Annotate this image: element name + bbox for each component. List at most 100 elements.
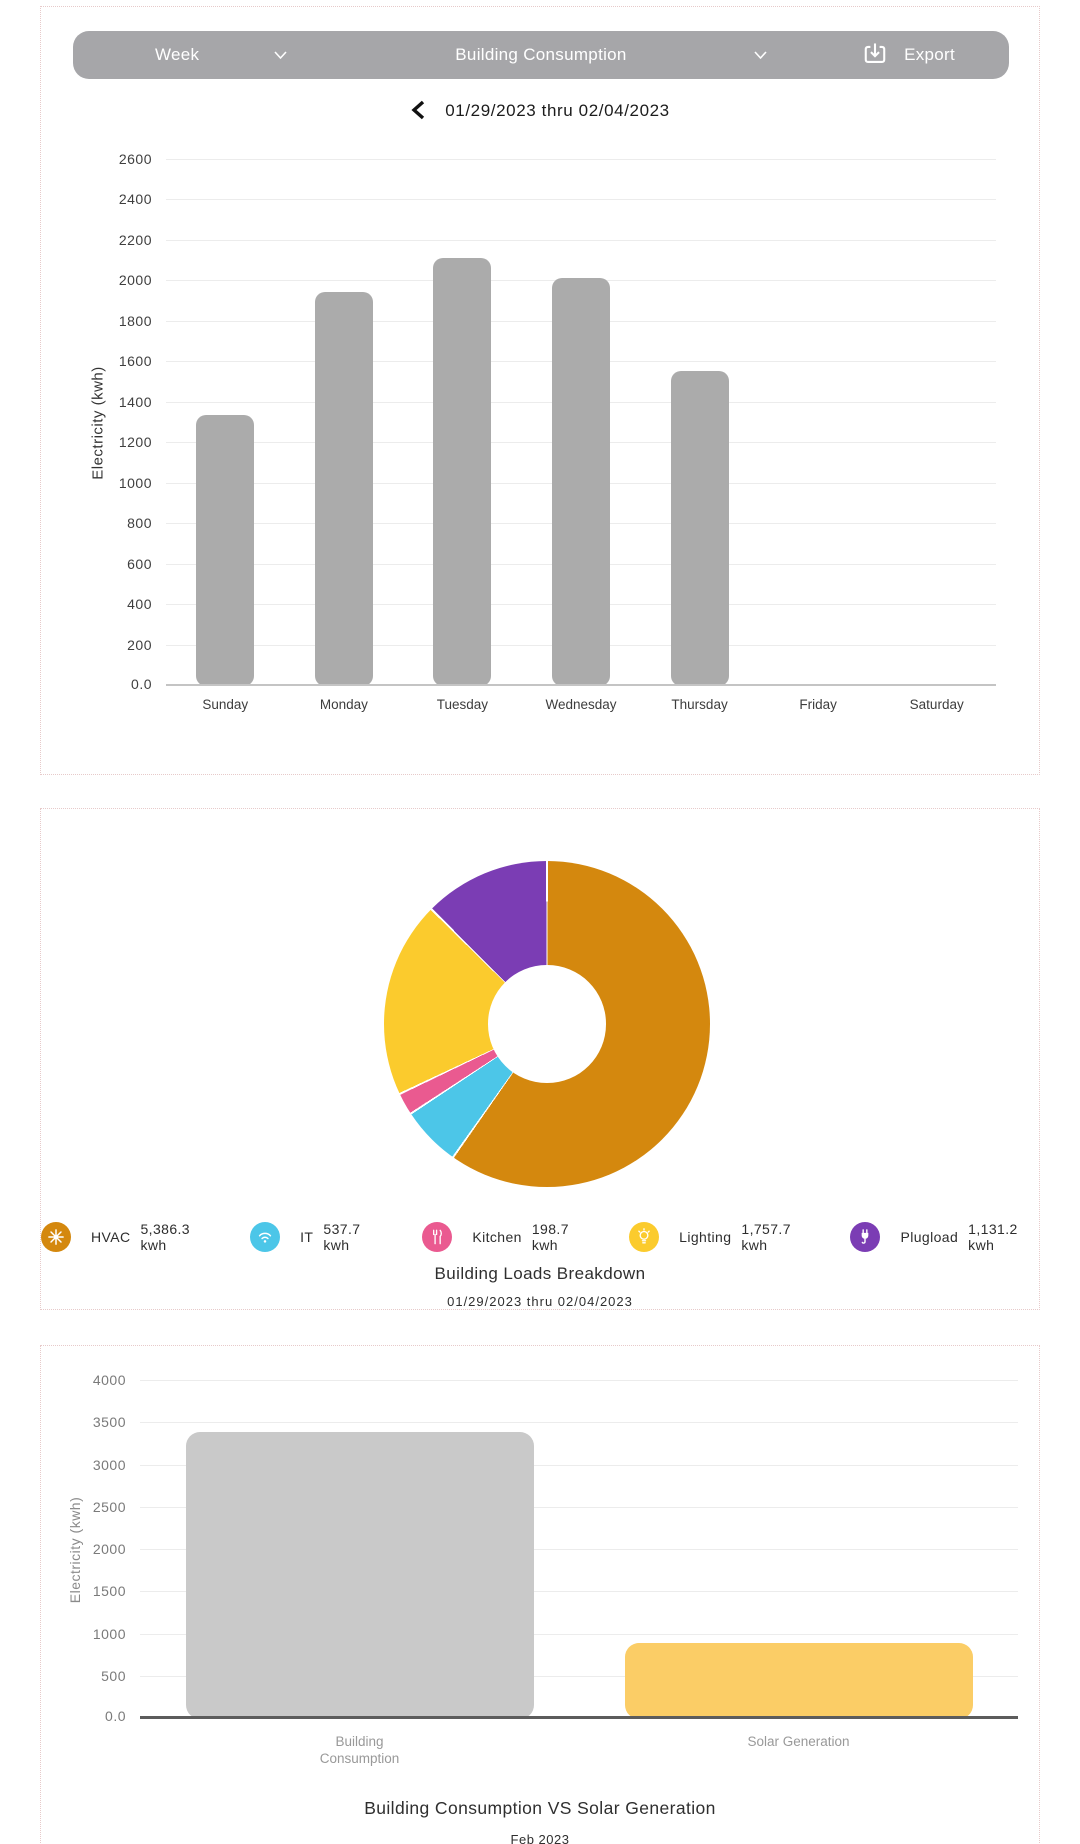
bar-thursday[interactable] xyxy=(670,371,729,686)
y-tick-1500: 1500 xyxy=(92,1583,126,1600)
y-tick-2400: 2400 xyxy=(118,191,152,208)
legend-label: Plugload xyxy=(900,1229,959,1245)
chevron-left-icon xyxy=(410,99,427,124)
chart-column: Solar Generation xyxy=(579,1381,1018,1749)
chart-column: Monday xyxy=(285,160,404,712)
legend-label: Kitchen xyxy=(472,1229,522,1245)
gridline-2200: 2200 xyxy=(119,232,996,248)
export-button[interactable]: Export xyxy=(860,31,955,79)
y-tick-200: 200 xyxy=(127,636,152,653)
legend-label: IT xyxy=(300,1229,314,1245)
x-tick-thursday: Thursday xyxy=(671,697,728,712)
chart-toolbar: Week Building Consumption Export xyxy=(73,31,1009,79)
chart-column: Building Consumption xyxy=(140,1381,579,1766)
x-tick-friday: Friday xyxy=(799,697,837,712)
gridline-1000: 1000 xyxy=(93,1626,1018,1642)
legend-item-hvac[interactable]: HVAC 5,386.3 kwh xyxy=(41,1221,212,1253)
bar-wednesday[interactable] xyxy=(551,278,610,686)
x-tick-building-consumption: Building Consumption xyxy=(319,1734,400,1766)
chart-column: Friday xyxy=(759,160,878,712)
download-icon xyxy=(860,40,890,70)
legend-value: 198.7 kwh xyxy=(531,1221,569,1253)
building-loads-card: HVAC 5,386.3 kwh IT 537.7 kwh Kitch xyxy=(40,808,1040,1310)
previous-week-button[interactable] xyxy=(410,99,427,124)
chart-column: Wednesday xyxy=(522,160,641,712)
donut-chart-subtitle: 01/29/2023 thru 02/04/2023 xyxy=(447,1294,633,1309)
legend-label: HVAC xyxy=(91,1229,131,1245)
gridline-1500: 1500 xyxy=(93,1583,1018,1599)
metric-select[interactable]: Building Consumption xyxy=(73,31,1009,79)
y-axis-title: Electricity (kwh) xyxy=(89,366,107,480)
gridline-2000: 2000 xyxy=(93,1541,1018,1557)
period-select-value: Week xyxy=(155,45,200,64)
gridline-2500: 2500 xyxy=(93,1499,1018,1515)
chart-column: Sunday xyxy=(166,160,285,712)
period-select[interactable]: Week xyxy=(155,31,288,79)
comparison-chart-title: Building Consumption VS Solar Generation xyxy=(364,1798,716,1818)
legend-label: Lighting xyxy=(679,1229,732,1245)
chevron-down-icon xyxy=(273,50,288,60)
y-tick-1600: 1600 xyxy=(118,353,152,370)
consumption-vs-solar-card: Electricity (kwh) 0.0 500 1000 1500 2000 2500… xyxy=(40,1345,1040,1844)
bar-sunday[interactable] xyxy=(196,414,255,686)
gridline-0: 0.0 xyxy=(131,676,996,692)
legend-value: 1,757.7 kwh xyxy=(741,1221,791,1253)
gridline-4000: 4000 xyxy=(93,1372,1018,1388)
y-tick-400: 400 xyxy=(127,596,152,613)
comparison-chart-subtitle: Feb 2023 xyxy=(510,1832,570,1844)
bar-tuesday[interactable] xyxy=(433,258,492,686)
fan-icon xyxy=(41,1222,71,1252)
y-tick-500: 500 xyxy=(101,1667,126,1684)
donut-legend: HVAC 5,386.3 kwh IT 537.7 kwh Kitch xyxy=(41,1221,1039,1253)
legend-value: 5,386.3 kwh xyxy=(140,1221,190,1253)
y-tick-1000: 1000 xyxy=(118,474,152,491)
gridline-0: 0.0 xyxy=(105,1708,1018,1724)
legend-item-lighting[interactable]: Lighting 1,757.7 kwh xyxy=(629,1221,812,1253)
weekly-consumption-chart: 0.0 200 400 600 800 1000 1200 1400 1600 1800 2000 2… xyxy=(119,151,996,712)
bar-solar-generation[interactable] xyxy=(624,1643,973,1719)
y-tick-2600: 2600 xyxy=(118,151,152,167)
y-tick-0: 0.0 xyxy=(105,1708,126,1724)
y-tick-2500: 2500 xyxy=(92,1498,126,1515)
y-tick-2000: 2000 xyxy=(118,272,152,289)
wifi-icon xyxy=(250,1222,281,1252)
legend-value: 1,131.2 kwh xyxy=(968,1221,1018,1253)
cutlery-icon xyxy=(422,1222,453,1252)
y-tick-800: 800 xyxy=(127,515,152,532)
chart-column: Saturday xyxy=(877,160,996,712)
y-tick-0: 0.0 xyxy=(131,676,152,692)
chevron-down-icon xyxy=(753,50,768,60)
x-tick-solar-generation: Solar Generation xyxy=(747,1734,850,1749)
donut-chart-title: Building Loads Breakdown xyxy=(434,1264,646,1283)
legend-item-it[interactable]: IT 537.7 kwh xyxy=(250,1221,384,1253)
date-navigation: 01/29/2023 thru 02/04/2023 xyxy=(41,93,1039,129)
gridline-2400: 2400 xyxy=(119,191,996,207)
chart-column: Thursday xyxy=(640,160,759,712)
gridline-3000: 3000 xyxy=(93,1457,1018,1473)
export-button-label: Export xyxy=(904,45,955,64)
gridline-500: 500 xyxy=(101,1668,1018,1684)
y-tick-1200: 1200 xyxy=(118,434,152,451)
y-tick-1400: 1400 xyxy=(118,393,152,410)
gridline-3500: 3500 xyxy=(93,1414,1018,1430)
plug-icon xyxy=(850,1222,881,1252)
y-tick-1800: 1800 xyxy=(118,312,152,329)
bar-monday[interactable] xyxy=(314,291,373,686)
x-tick-saturday: Saturday xyxy=(909,697,964,712)
bar-building-consumption[interactable] xyxy=(185,1431,534,1719)
x-tick-sunday: Sunday xyxy=(202,697,249,712)
consumption-vs-solar-chart: 0.0 500 1000 1500 2000 2500 3000 3500 4000 Buildi… xyxy=(93,1372,1018,1766)
x-tick-tuesday: Tuesday xyxy=(436,697,489,712)
gridline-2600: 2600 xyxy=(119,151,996,167)
legend-item-plugload[interactable]: Plugload 1,131.2 kwh xyxy=(850,1221,1039,1253)
y-axis-title: Electricity (kwh) xyxy=(67,1496,83,1604)
donut-hole xyxy=(488,965,606,1083)
y-tick-3500: 3500 xyxy=(92,1414,126,1431)
y-tick-3000: 3000 xyxy=(92,1456,126,1473)
building-loads-donut-chart[interactable] xyxy=(384,861,710,1187)
y-tick-4000: 4000 xyxy=(92,1372,126,1388)
legend-value: 537.7 kwh xyxy=(323,1221,361,1253)
legend-item-kitchen[interactable]: Kitchen 198.7 kwh xyxy=(422,1221,591,1253)
y-tick-2200: 2200 xyxy=(118,231,152,248)
y-tick-1000: 1000 xyxy=(92,1625,126,1642)
